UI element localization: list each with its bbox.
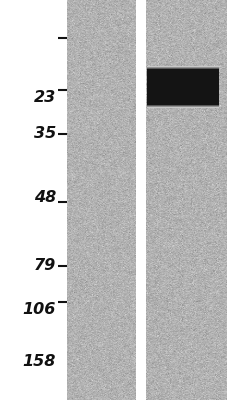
Text: 23: 23 xyxy=(33,90,56,106)
Text: 106: 106 xyxy=(22,302,56,318)
Text: 158: 158 xyxy=(22,354,56,370)
Text: 48: 48 xyxy=(33,190,56,206)
Text: 79: 79 xyxy=(33,258,56,274)
Text: 35: 35 xyxy=(33,126,56,142)
